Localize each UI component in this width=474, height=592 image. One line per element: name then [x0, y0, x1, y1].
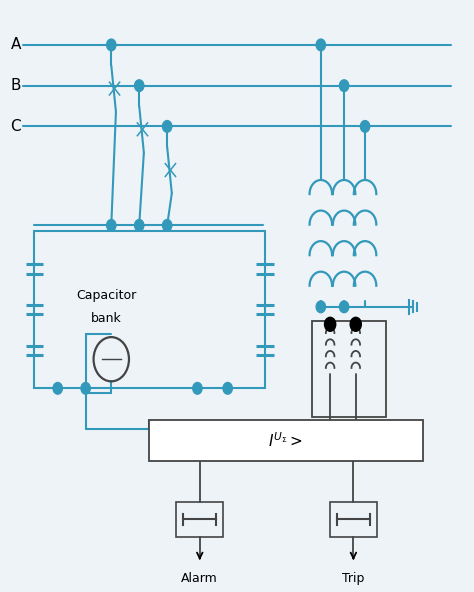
Text: A: A [10, 37, 21, 53]
Text: Capacitor: Capacitor [76, 289, 137, 302]
Text: $I^{U_\Sigma}>$: $I^{U_\Sigma}>$ [268, 432, 303, 450]
Circle shape [360, 121, 370, 132]
Bar [148, 420, 423, 461]
Circle shape [163, 121, 172, 132]
Circle shape [316, 39, 326, 51]
Circle shape [135, 220, 144, 231]
Text: bank: bank [91, 312, 122, 325]
Circle shape [223, 382, 232, 394]
Circle shape [193, 382, 202, 394]
Circle shape [107, 220, 116, 231]
Circle shape [53, 382, 63, 394]
Text: C: C [10, 119, 21, 134]
Circle shape [135, 80, 144, 92]
Bar [330, 502, 377, 537]
Bar [311, 321, 386, 417]
Bar [176, 502, 223, 537]
Circle shape [325, 317, 336, 332]
Circle shape [350, 317, 361, 332]
Text: Alarm: Alarm [182, 572, 218, 585]
Circle shape [163, 220, 172, 231]
Circle shape [316, 301, 326, 313]
Circle shape [107, 39, 116, 51]
Circle shape [81, 382, 91, 394]
Circle shape [339, 301, 349, 313]
Text: B: B [10, 78, 21, 93]
Circle shape [339, 80, 349, 92]
Text: Trip: Trip [342, 572, 365, 585]
Bar [35, 231, 265, 388]
